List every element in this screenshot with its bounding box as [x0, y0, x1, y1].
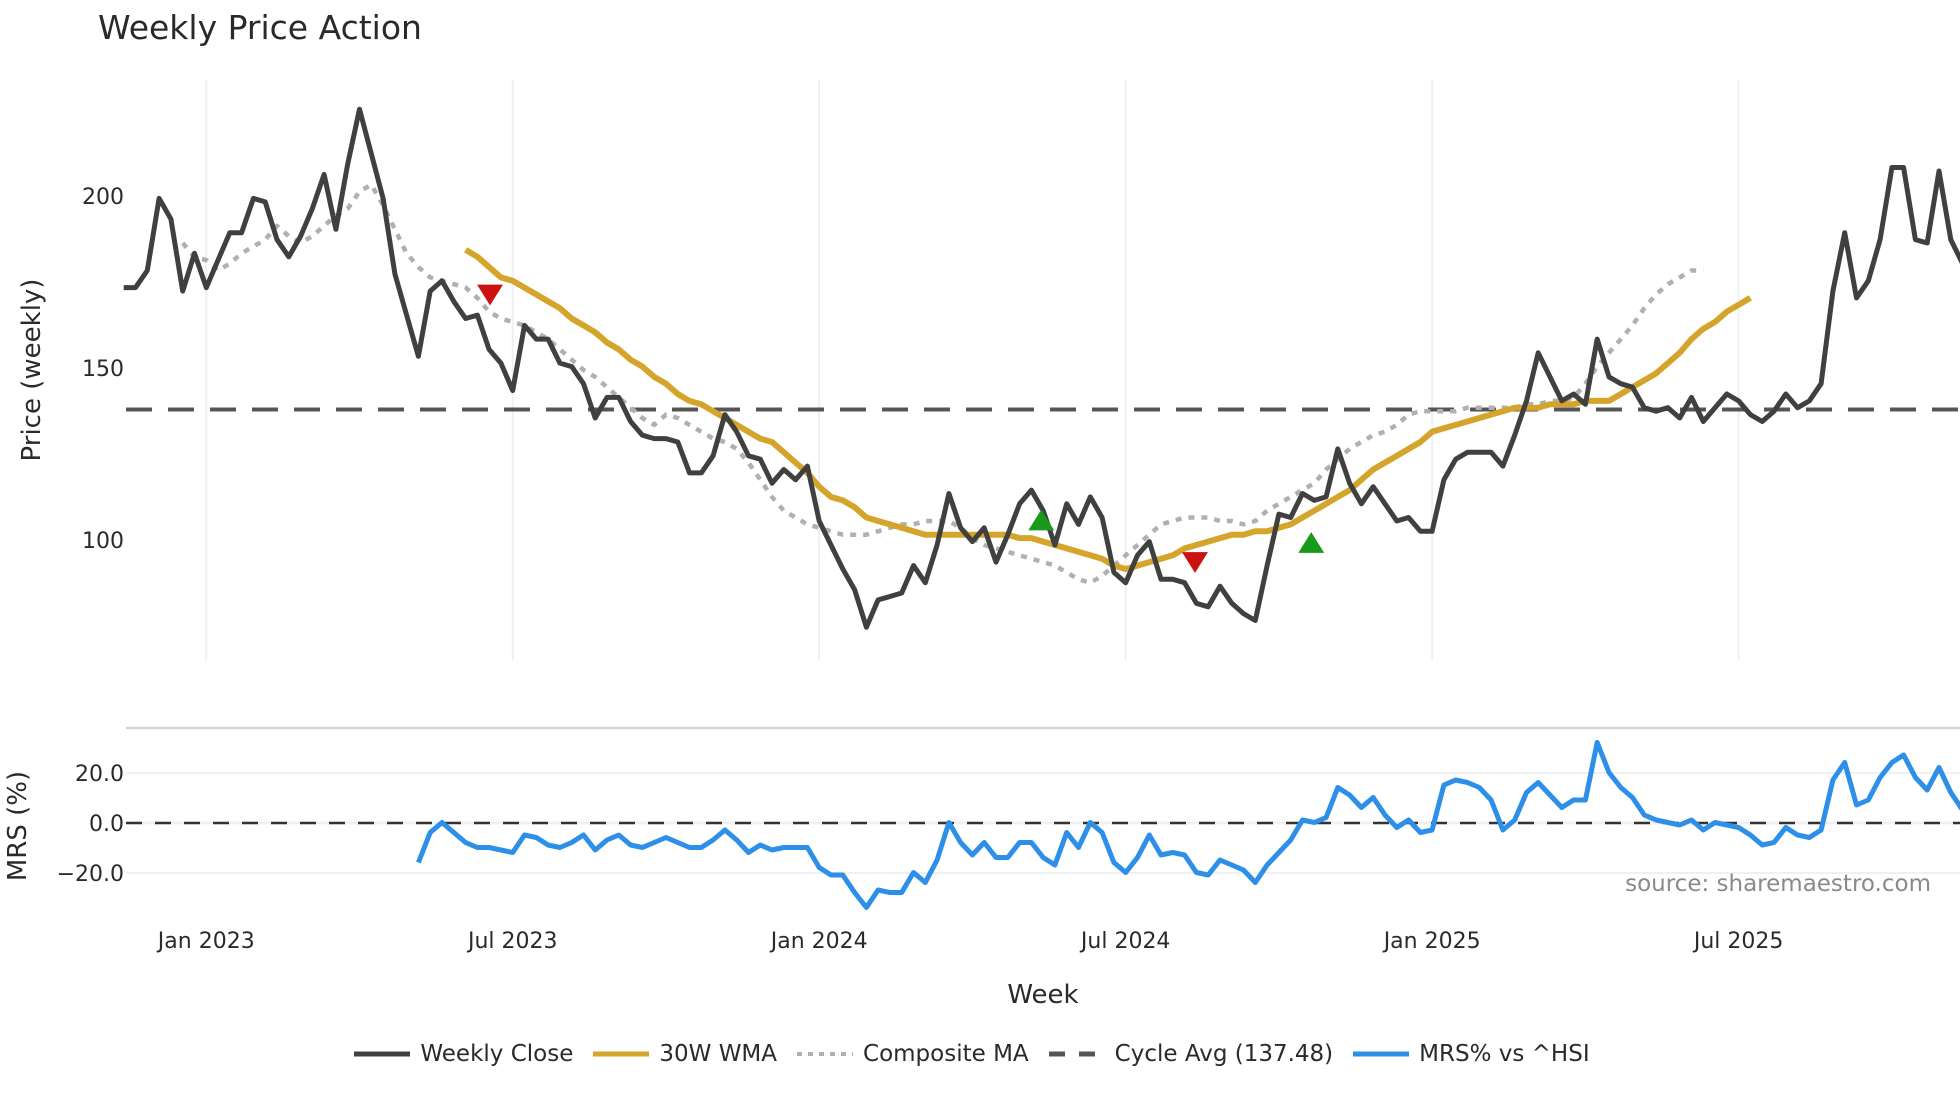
mrs-tick-0: 0.0 [89, 812, 124, 837]
legend-label: 30W WMA [659, 1041, 778, 1067]
legend-swatch-icon [1353, 1051, 1410, 1057]
mrs-line [416, 740, 1960, 910]
mrs-tick-neg20: −20.0 [57, 862, 124, 887]
x-tick-label: Jan 2025 [1382, 929, 1481, 954]
legend-swatch-icon [797, 1052, 854, 1056]
price-panel: 200 150 100 Price (weekly) [17, 80, 1960, 660]
price-tick-100: 100 [82, 529, 124, 554]
legend-swatch-icon [354, 1051, 411, 1057]
legend-label: MRS% vs ^HSI [1419, 1041, 1590, 1067]
x-tick-label: Jul 2023 [466, 929, 558, 954]
buy-signal-triangle-up-icon [1298, 532, 1325, 553]
legend-item-weekly-close[interactable]: Weekly Close [352, 1041, 573, 1067]
legend-label: Weekly Close [420, 1041, 574, 1067]
x-tick-label: Jan 2024 [769, 929, 868, 954]
legend-label: Cycle Avg (137.48) [1114, 1041, 1334, 1067]
x-tick-label: Jul 2024 [1079, 929, 1171, 954]
legend-item-cycle-avg[interactable]: Cycle Avg (137.48) [1047, 1041, 1334, 1067]
mrs-axis-title: MRS (%) [3, 771, 33, 881]
source-note: source: sharemaestro.com [1625, 871, 1931, 897]
legend: Weekly Close 30W WMA Composite MA Cycle Avg… [0, 1034, 1960, 1074]
legend-swatch-icon [1048, 1051, 1105, 1057]
mrs-tick-20: 20.0 [75, 762, 124, 787]
sell-signal-triangle-down-icon [477, 284, 503, 306]
legend-swatch-icon [593, 1051, 650, 1057]
sell-signal-triangle-down-icon [1182, 552, 1208, 573]
weekly-close-line [123, 106, 1960, 630]
price-axis-title: Price (weekly) [17, 279, 47, 462]
wma30-line [464, 247, 1752, 572]
price-tick-150: 150 [82, 357, 124, 382]
x-axis-title: Week [1007, 980, 1078, 1010]
legend-item-wma30[interactable]: 30W WMA [591, 1041, 777, 1067]
mrs-panel: 20.0 0.0 −20.0 MRS (%) source: sharemaes… [3, 740, 1960, 910]
x-tick-label: Jul 2025 [1692, 929, 1784, 954]
buy-signal-triangle-up-icon [1028, 509, 1055, 531]
price-vertical-grid [205, 80, 1740, 660]
x-axis-ticks: Jan 2023 Jul 2023 Jan 2024 Jul 2024 Jan 2025… [156, 929, 1784, 954]
legend-item-composite-ma[interactable]: Composite MA [795, 1041, 1029, 1067]
price-tick-200: 200 [82, 185, 124, 210]
chart-title: Weekly Price Action [98, 8, 422, 47]
legend-item-mrs[interactable]: MRS% vs ^HSI [1351, 1041, 1590, 1067]
x-tick-label: Jan 2023 [156, 929, 255, 954]
signal-markers [477, 284, 1325, 573]
legend-label: Composite MA [863, 1041, 1029, 1067]
